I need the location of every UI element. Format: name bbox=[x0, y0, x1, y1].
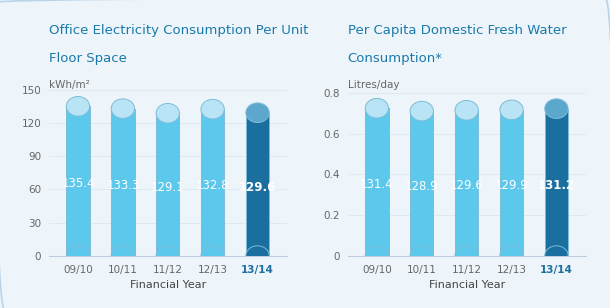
Ellipse shape bbox=[66, 96, 90, 116]
Ellipse shape bbox=[111, 99, 135, 119]
Text: 131.2: 131.2 bbox=[538, 179, 575, 192]
Text: 129.1: 129.1 bbox=[151, 181, 185, 194]
Text: kWh/m²: kWh/m² bbox=[49, 80, 90, 90]
Text: Floor Space: Floor Space bbox=[49, 52, 127, 65]
Bar bbox=[156, 113, 179, 256]
Bar bbox=[545, 109, 568, 256]
Bar bbox=[66, 106, 90, 256]
Text: Office Electricity Consumption Per Unit: Office Electricity Consumption Per Unit bbox=[49, 24, 308, 37]
Ellipse shape bbox=[545, 246, 568, 265]
Ellipse shape bbox=[246, 246, 269, 265]
Ellipse shape bbox=[455, 100, 478, 120]
Ellipse shape bbox=[500, 100, 523, 120]
Ellipse shape bbox=[410, 101, 434, 121]
X-axis label: Financial Year: Financial Year bbox=[130, 280, 206, 290]
Ellipse shape bbox=[156, 246, 179, 265]
Ellipse shape bbox=[545, 99, 568, 119]
Ellipse shape bbox=[201, 99, 224, 119]
X-axis label: Financial Year: Financial Year bbox=[428, 280, 505, 290]
Ellipse shape bbox=[111, 246, 135, 265]
Ellipse shape bbox=[500, 246, 523, 265]
Text: 131.4: 131.4 bbox=[360, 178, 393, 191]
Text: Consumption*: Consumption* bbox=[348, 52, 443, 65]
Text: 129.9: 129.9 bbox=[495, 179, 528, 192]
Text: 133.3: 133.3 bbox=[106, 179, 140, 192]
Ellipse shape bbox=[201, 246, 224, 265]
Text: 132.8: 132.8 bbox=[196, 179, 229, 192]
Bar bbox=[246, 113, 269, 256]
Text: 135.4: 135.4 bbox=[61, 177, 95, 190]
Ellipse shape bbox=[66, 246, 90, 265]
Text: Per Capita Domestic Fresh Water: Per Capita Domestic Fresh Water bbox=[348, 24, 566, 37]
Ellipse shape bbox=[365, 246, 389, 265]
Bar bbox=[455, 110, 478, 256]
Ellipse shape bbox=[246, 103, 269, 123]
Ellipse shape bbox=[455, 246, 478, 265]
Ellipse shape bbox=[365, 99, 389, 118]
Text: Litres/day: Litres/day bbox=[348, 80, 399, 90]
Bar bbox=[111, 109, 135, 256]
Ellipse shape bbox=[410, 246, 434, 265]
Text: 129.6: 129.6 bbox=[450, 179, 484, 192]
Bar bbox=[410, 111, 434, 256]
Text: 128.9: 128.9 bbox=[405, 180, 439, 193]
Bar bbox=[201, 109, 224, 256]
Bar bbox=[500, 110, 523, 256]
Bar bbox=[365, 108, 389, 256]
Text: 129.6: 129.6 bbox=[239, 180, 276, 193]
Ellipse shape bbox=[156, 103, 179, 123]
